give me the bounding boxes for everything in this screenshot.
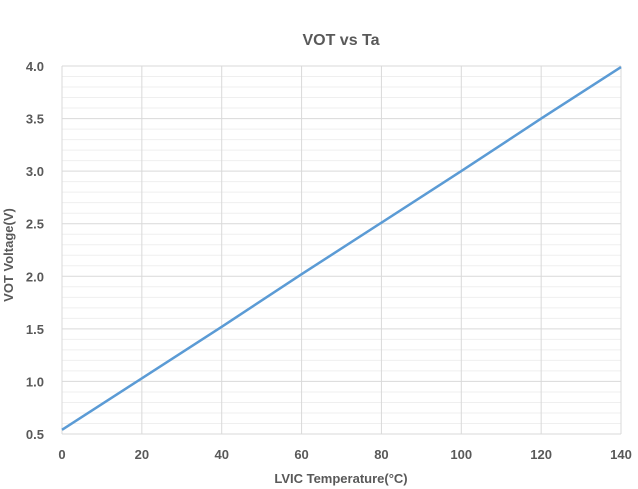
y-tick-label: 0.5 — [26, 427, 44, 442]
tick-labels: 0.5 1.0 1.5 2.0 2.5 3.0 3.5 4.0 0 20 40 60 80 100 120 1… — [26, 59, 632, 462]
x-axis-title: LVIC Temperature(°C) — [274, 471, 407, 486]
x-tick-label: 100 — [450, 447, 472, 462]
chart-title: VOT vs Ta — [302, 32, 379, 49]
x-tick-label: 0 — [58, 447, 65, 462]
series-line-0 — [61, 66, 622, 431]
y-tick-label: 1.5 — [26, 322, 44, 337]
x-tick-label: 40 — [214, 447, 228, 462]
y-tick-label: 1.0 — [26, 374, 44, 389]
y-tick-label: 2.0 — [26, 269, 44, 284]
y-axis-title: VOT Voltage(V) — [1, 208, 16, 302]
x-tick-label: 140 — [610, 447, 632, 462]
grid-layer — [61, 65, 622, 435]
x-tick-label: 20 — [135, 447, 149, 462]
y-tick-label: 3.5 — [26, 112, 44, 127]
y-tick-label: 4.0 — [26, 59, 44, 74]
y-tick-label: 2.5 — [26, 217, 44, 232]
y-tick-label: 3.0 — [26, 164, 44, 179]
x-tick-label: 120 — [530, 447, 552, 462]
series-layer — [61, 66, 622, 431]
x-tick-label: 80 — [374, 447, 388, 462]
x-tick-label: 60 — [294, 447, 308, 462]
